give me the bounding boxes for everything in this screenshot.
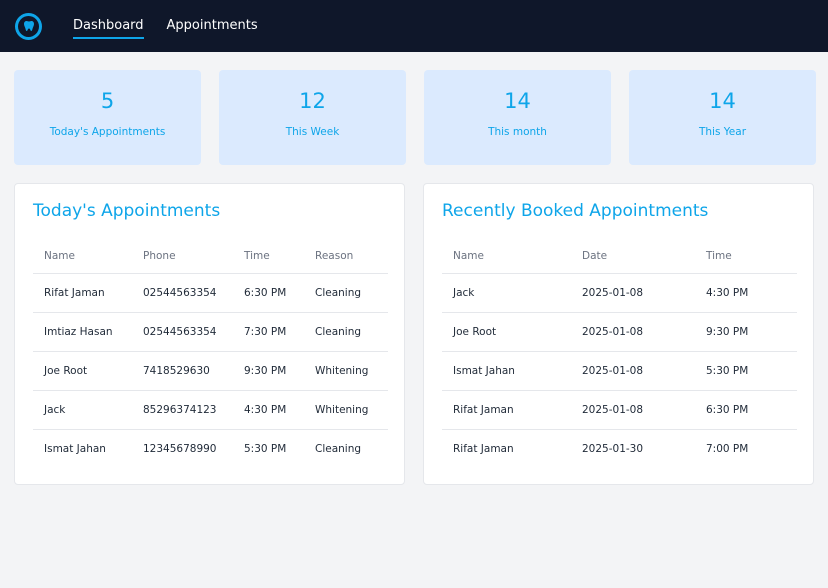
cell-time: 9:30 PM	[695, 312, 797, 352]
stat-value: 12	[299, 89, 326, 113]
stat-label: Today's Appointments	[49, 126, 166, 138]
table-header-row: Name Date Time	[442, 239, 797, 274]
table-row: Ismat Jahan 2025-01-08 5:30 PM	[442, 351, 797, 391]
table-header-row: Name Phone Time Reason	[33, 239, 388, 274]
cell-name: Rifat Jaman	[453, 442, 514, 455]
table-row: Jack 85296374123 4:30 PM Whitening	[33, 390, 388, 430]
cell-name: Rifat Jaman	[442, 390, 571, 430]
stat-label: This Year	[698, 126, 747, 138]
cell-date: 2025-01-08	[571, 312, 695, 352]
cell-time: 4:30 PM	[695, 273, 797, 313]
stat-label: This month	[488, 126, 547, 138]
cell-date: 2025-01-08	[571, 273, 695, 313]
stat-label: This Week	[285, 126, 340, 138]
cell-reason: Whitening	[304, 351, 388, 391]
cell-name: Imtiaz Hasan	[33, 312, 132, 352]
nav-link-appointments[interactable]: Appointments	[166, 17, 258, 33]
nav-link-dashboard[interactable]: Dashboard	[73, 18, 144, 39]
cell-time: 9:30 PM	[233, 351, 304, 391]
stat-card-year: 14 This Year	[629, 70, 816, 165]
panel-title: Today's Appointments	[33, 201, 221, 221]
todays-appointments-panel: Today's Appointments Name Phone Time Rea…	[14, 183, 405, 485]
panel-title: Recently Booked Appointments	[442, 201, 709, 221]
column-header-name: Name	[442, 239, 571, 274]
cell-time: 5:30 PM	[695, 351, 797, 391]
cell-time: 5:30 PM	[244, 442, 287, 455]
cell-name: Jack	[442, 273, 571, 313]
stat-card-week: 12 This Week	[219, 70, 406, 165]
cell-reason: Cleaning	[304, 312, 388, 352]
table-row: Ismat Jahan 12345678990 5:30 PM Cleaning	[33, 429, 388, 468]
cell-time: 6:30 PM	[233, 273, 304, 313]
cell-date: 2025-01-08	[571, 351, 695, 391]
cell-date: 2025-01-08	[571, 390, 695, 430]
column-header-time: Time	[695, 239, 797, 274]
stat-value: 14	[504, 89, 531, 113]
cell-time: 6:30 PM	[695, 390, 797, 430]
column-header-date: Date	[571, 239, 695, 274]
todays-appointments-table: Name Phone Time Reason Rifat Jaman 02544…	[33, 239, 388, 468]
stats-row: 5 Today's Appointments 12 This Week 14 T…	[14, 70, 816, 165]
table-row: Imtiaz Hasan 02544563354 7:30 PM Cleanin…	[33, 312, 388, 352]
stat-value: 5	[100, 89, 115, 113]
cell-time: 7:00 PM	[706, 442, 749, 455]
cell-reason: Cleaning	[315, 442, 362, 455]
column-header-time: Time	[233, 239, 304, 274]
cell-date: 2025-01-30	[582, 442, 644, 455]
cell-name: Joe Root	[33, 351, 132, 391]
column-header-phone: Phone	[132, 239, 233, 274]
cell-phone: 7418529630	[132, 351, 233, 391]
cell-reason: Cleaning	[304, 273, 388, 313]
column-header-name: Name	[33, 239, 132, 274]
stat-value: 14	[709, 89, 736, 113]
recent-appointments-panel: Recently Booked Appointments Name Date T…	[423, 183, 814, 485]
table-row: Joe Root 7418529630 9:30 PM Whitening	[33, 351, 388, 391]
cell-time: 7:30 PM	[233, 312, 304, 352]
tooth-icon[interactable]	[15, 12, 42, 40]
cell-phone: 02544563354	[132, 273, 233, 313]
stat-card-month: 14 This month	[424, 70, 611, 165]
top-navbar: Dashboard Appointments	[0, 0, 828, 52]
cell-name: Jack	[33, 390, 132, 430]
recent-appointments-table: Name Date Time Jack 2025-01-08 4:30 PM J…	[442, 239, 797, 468]
table-row: Rifat Jaman 2025-01-08 6:30 PM	[442, 390, 797, 430]
cell-reason: Whitening	[304, 390, 388, 430]
table-row: Rifat Jaman 02544563354 6:30 PM Cleaning	[33, 273, 388, 313]
table-row: Joe Root 2025-01-08 9:30 PM	[442, 312, 797, 352]
column-header-reason: Reason	[304, 239, 388, 274]
table-row: Rifat Jaman 2025-01-30 7:00 PM	[442, 429, 797, 468]
table-row: Jack 2025-01-08 4:30 PM	[442, 273, 797, 313]
cell-name: Ismat Jahan	[442, 351, 571, 391]
cell-time: 4:30 PM	[233, 390, 304, 430]
cell-phone: 02544563354	[132, 312, 233, 352]
cell-name: Joe Root	[442, 312, 571, 352]
cell-name: Rifat Jaman	[33, 273, 132, 313]
cell-phone: 12345678990	[143, 442, 217, 455]
cell-name: Ismat Jahan	[44, 442, 106, 455]
stat-card-today: 5 Today's Appointments	[14, 70, 201, 165]
cell-phone: 85296374123	[132, 390, 233, 430]
